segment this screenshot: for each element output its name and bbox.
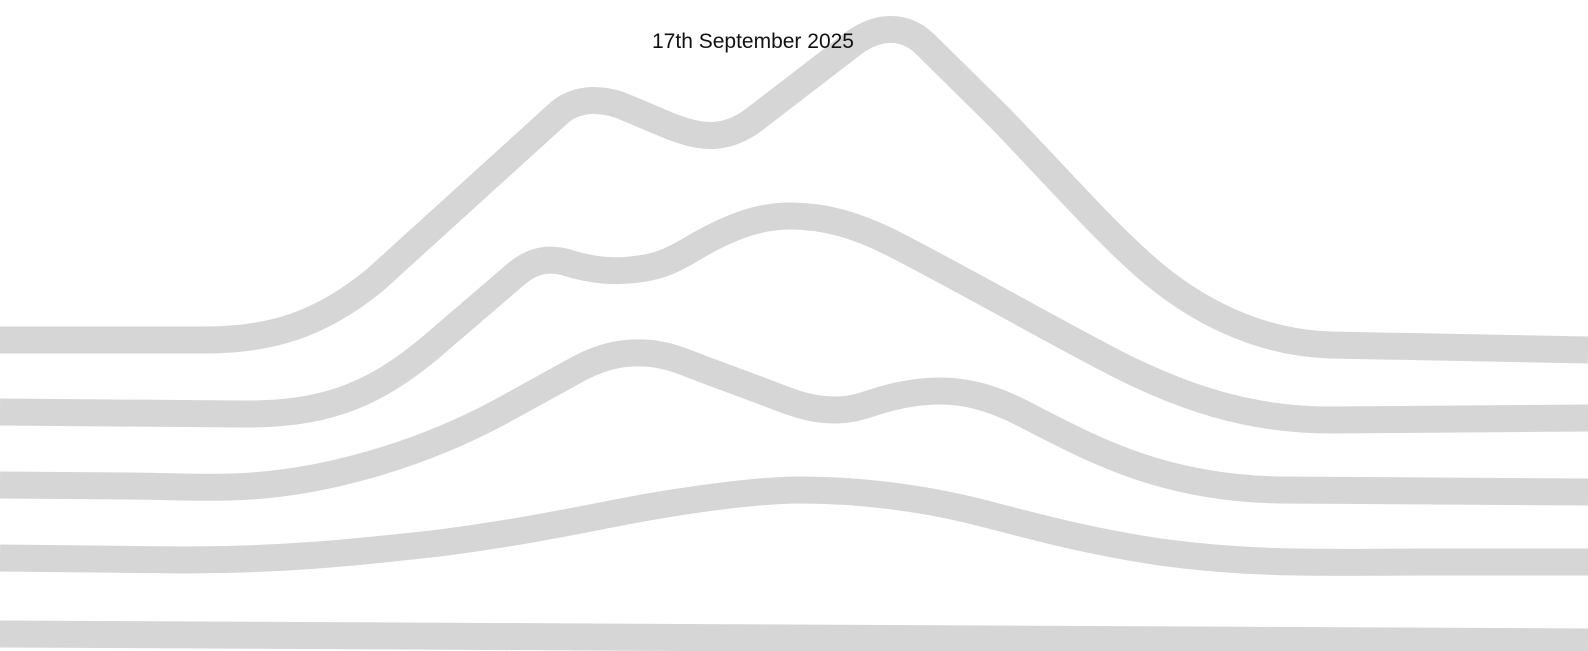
date-label: 17th September 2025	[652, 31, 854, 52]
wave-line-5	[0, 634, 1588, 642]
wave-line-1	[0, 29, 1588, 350]
